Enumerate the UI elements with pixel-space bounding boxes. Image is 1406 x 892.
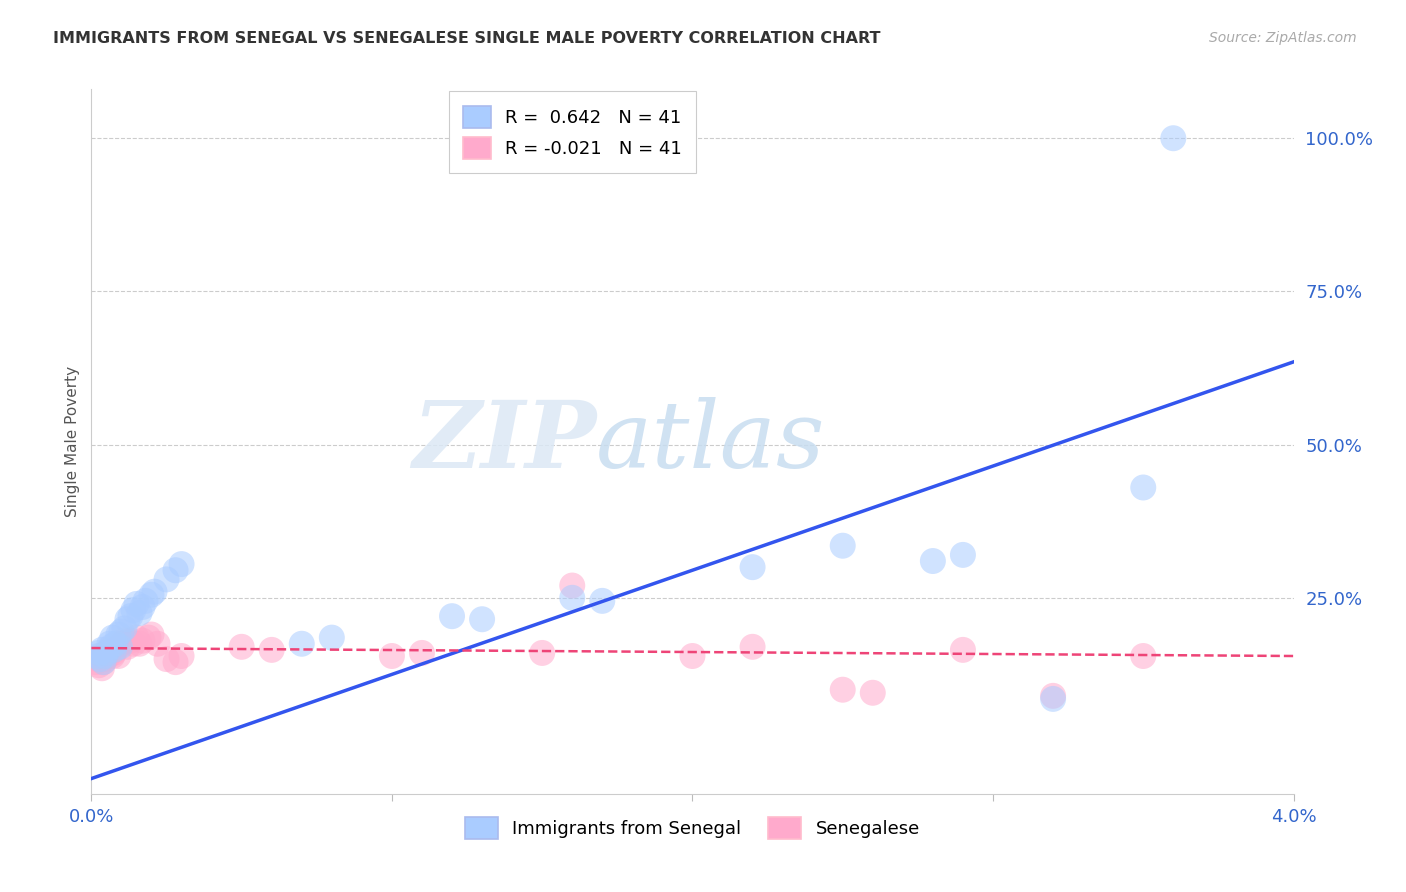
Point <box>117 612 139 626</box>
Point <box>89 652 111 666</box>
Point <box>831 682 853 697</box>
Point <box>103 643 125 657</box>
Point <box>1161 131 1184 145</box>
Point <box>591 594 613 608</box>
Point <box>117 640 139 654</box>
Point <box>97 648 120 663</box>
Point <box>100 640 122 654</box>
Point <box>862 686 884 700</box>
Text: IMMIGRANTS FROM SENEGAL VS SENEGALESE SINGLE MALE POVERTY CORRELATION CHART: IMMIGRANTS FROM SENEGAL VS SENEGALESE SI… <box>53 31 882 46</box>
Point <box>922 554 945 568</box>
Point <box>134 594 156 608</box>
Point <box>561 591 583 605</box>
Point <box>741 640 763 654</box>
Point <box>831 539 853 553</box>
Point <box>681 648 703 663</box>
Point <box>141 627 163 641</box>
Point <box>104 637 127 651</box>
Point <box>120 609 142 624</box>
Point <box>101 631 124 645</box>
Point <box>165 563 187 577</box>
Point <box>471 612 494 626</box>
Point <box>1132 648 1154 663</box>
Point <box>291 637 314 651</box>
Point <box>110 637 132 651</box>
Point <box>84 655 107 669</box>
Point <box>1132 481 1154 495</box>
Point <box>131 633 153 648</box>
Point <box>1042 692 1064 706</box>
Point <box>155 652 177 666</box>
Text: ZIP: ZIP <box>412 397 596 486</box>
Point <box>114 622 136 636</box>
Point <box>231 640 253 654</box>
Point <box>141 588 163 602</box>
Point <box>108 640 131 654</box>
Point <box>1042 689 1064 703</box>
Point <box>90 643 112 657</box>
Point <box>165 655 187 669</box>
Point <box>531 646 554 660</box>
Point <box>96 646 118 660</box>
Point <box>131 599 153 614</box>
Point <box>87 658 110 673</box>
Point <box>170 557 193 571</box>
Point <box>321 631 343 645</box>
Point <box>170 648 193 663</box>
Point <box>125 631 148 645</box>
Point <box>138 631 160 645</box>
Point <box>96 646 118 660</box>
Point <box>107 648 129 663</box>
Legend: Immigrants from Senegal, Senegalese: Immigrants from Senegal, Senegalese <box>457 808 928 848</box>
Point <box>155 573 177 587</box>
Point <box>110 624 132 639</box>
Point <box>741 560 763 574</box>
Point <box>125 597 148 611</box>
Point <box>87 646 110 660</box>
Point <box>86 648 108 663</box>
Point <box>104 643 127 657</box>
Point <box>143 584 166 599</box>
Point <box>98 637 121 651</box>
Point <box>952 643 974 657</box>
Point <box>561 578 583 592</box>
Point <box>122 637 145 651</box>
Point <box>952 548 974 562</box>
Point <box>120 633 142 648</box>
Point <box>381 648 404 663</box>
Point <box>440 609 463 624</box>
Point <box>146 637 169 651</box>
Point <box>103 646 125 660</box>
Point <box>260 643 283 657</box>
Point <box>98 643 121 657</box>
Point <box>94 652 117 666</box>
Text: Source: ZipAtlas.com: Source: ZipAtlas.com <box>1209 31 1357 45</box>
Point <box>93 655 115 669</box>
Point <box>411 646 433 660</box>
Point <box>122 603 145 617</box>
Point <box>128 637 150 651</box>
Text: atlas: atlas <box>596 397 825 486</box>
Point <box>128 606 150 620</box>
Point <box>94 648 117 663</box>
Point <box>90 661 112 675</box>
Point <box>101 648 124 663</box>
Point <box>86 652 108 666</box>
Point <box>107 627 129 641</box>
Point <box>114 633 136 648</box>
Y-axis label: Single Male Poverty: Single Male Poverty <box>65 366 80 517</box>
Point <box>89 648 111 663</box>
Point <box>93 655 115 669</box>
